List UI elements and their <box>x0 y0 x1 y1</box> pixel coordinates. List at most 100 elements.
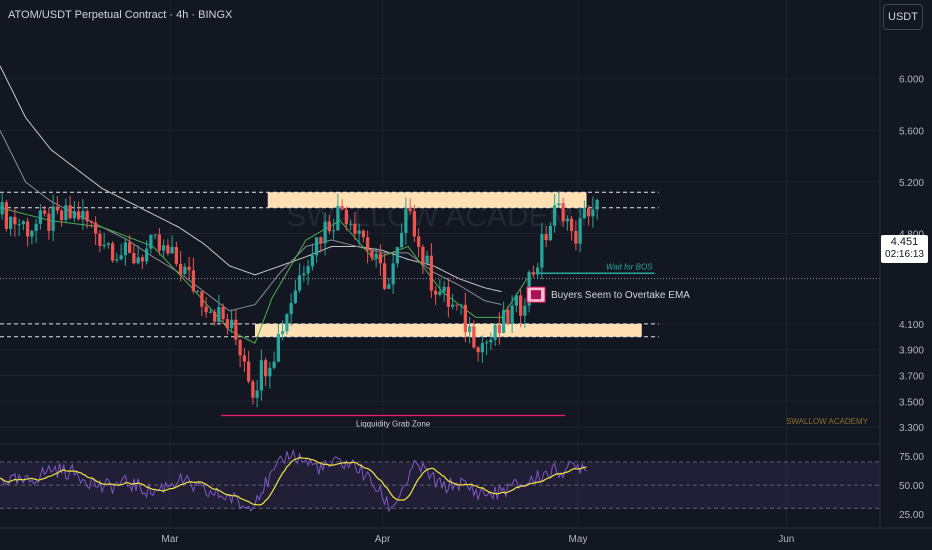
candle-body <box>166 245 170 254</box>
candle <box>179 251 183 282</box>
candle <box>391 254 395 294</box>
candle-body <box>417 236 421 247</box>
candle <box>264 357 268 386</box>
candle-body <box>4 202 8 229</box>
candle <box>102 232 106 249</box>
candle <box>225 313 229 335</box>
candle <box>149 234 153 254</box>
candle-body <box>179 263 183 274</box>
candle-body <box>395 247 399 264</box>
candle <box>408 198 412 215</box>
candle-body <box>519 295 523 316</box>
candle-body <box>21 221 25 225</box>
candle <box>38 204 42 230</box>
candle-body <box>140 257 144 262</box>
candle <box>336 193 340 231</box>
candle <box>234 309 238 346</box>
candle-body <box>289 302 293 315</box>
candle-body <box>64 205 68 221</box>
candle-body <box>412 211 416 237</box>
price-tick-label: 3.500 <box>899 397 924 408</box>
candle <box>387 277 391 289</box>
candle-body <box>553 205 557 226</box>
candle-body <box>30 230 34 237</box>
candle <box>404 197 408 245</box>
candle <box>162 239 166 258</box>
candle <box>570 215 574 241</box>
candle <box>463 293 467 343</box>
candle-body <box>429 255 433 291</box>
candle <box>268 362 272 389</box>
candle <box>111 241 115 263</box>
candle <box>340 199 344 211</box>
candle-body <box>268 367 272 377</box>
candle <box>497 312 501 345</box>
candle-body <box>425 255 429 264</box>
candle <box>378 244 382 276</box>
candle-body <box>459 304 463 306</box>
candle-body <box>332 230 336 232</box>
candle-body <box>591 209 595 217</box>
candle <box>561 197 565 228</box>
candle <box>451 293 455 310</box>
candle-body <box>119 255 123 260</box>
candle-body <box>132 253 136 264</box>
candle-body <box>442 286 446 292</box>
candle <box>502 301 506 334</box>
candle <box>30 229 34 245</box>
candle-body <box>540 234 544 268</box>
candle <box>55 196 59 215</box>
candle <box>9 216 13 237</box>
candle-body <box>60 210 64 221</box>
candle <box>319 236 323 253</box>
candle-body <box>26 221 30 237</box>
candle <box>166 239 170 256</box>
candle <box>64 198 68 222</box>
candle-body <box>578 218 582 244</box>
candle <box>374 247 378 268</box>
candle-body <box>570 218 574 232</box>
candle <box>47 207 51 240</box>
candle <box>26 217 30 247</box>
candle <box>85 209 89 229</box>
candle <box>425 250 429 265</box>
candle <box>200 291 204 317</box>
candle-body <box>72 211 76 219</box>
candle-body <box>446 286 450 307</box>
candle-body <box>85 211 89 222</box>
candle <box>310 243 314 271</box>
price-tick-label: 4.100 <box>899 320 924 331</box>
candle <box>247 351 251 384</box>
candle <box>514 293 518 313</box>
bar-countdown: 02:16:13 <box>885 249 924 260</box>
candle <box>548 222 552 242</box>
candle-body <box>497 324 501 334</box>
candle-body <box>272 361 276 368</box>
ma-line-2 <box>0 207 528 344</box>
candle <box>140 254 144 270</box>
candle-body <box>285 314 289 332</box>
rsi-tick-label: 75.00 <box>899 452 924 463</box>
candle-body <box>98 233 102 247</box>
candle <box>77 201 81 221</box>
candle <box>553 193 557 233</box>
candle-body <box>94 222 98 234</box>
candle <box>349 219 353 231</box>
candle <box>472 320 476 349</box>
candles <box>0 190 599 408</box>
candle <box>421 244 425 274</box>
candle-body <box>493 324 497 340</box>
currency-button[interactable]: USDT <box>883 4 923 30</box>
candle <box>153 234 157 240</box>
candle <box>276 324 280 363</box>
last-price: 4.451 <box>890 236 919 248</box>
corner-brand: SWALLOW ACADEMY <box>786 417 869 426</box>
candle <box>174 241 178 267</box>
candle-body <box>123 242 127 256</box>
candle <box>213 309 217 326</box>
candle-body <box>115 259 119 261</box>
candle-body <box>587 208 591 217</box>
candle-body <box>234 319 238 340</box>
candle-body <box>111 243 115 261</box>
